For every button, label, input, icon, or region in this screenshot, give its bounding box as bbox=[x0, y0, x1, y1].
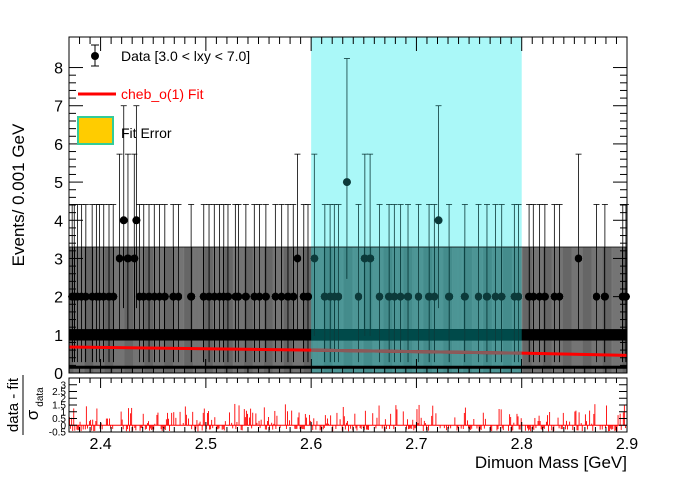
x-tick-label: 2.6 bbox=[300, 436, 322, 453]
data-point bbox=[592, 292, 601, 301]
y-tick-label: 6 bbox=[54, 137, 63, 154]
x-tick-label: 2.9 bbox=[616, 436, 638, 453]
data-point bbox=[491, 292, 500, 301]
ratio-y-tick-label: -0.5 bbox=[49, 428, 67, 439]
data-point bbox=[293, 254, 302, 263]
y-tick-label: 4 bbox=[54, 213, 63, 230]
data-point bbox=[303, 292, 312, 301]
data-point bbox=[255, 292, 264, 301]
data-point bbox=[574, 254, 583, 263]
ratio-y-tick-label: 0 bbox=[60, 421, 66, 432]
data-point bbox=[130, 254, 139, 263]
y-tick-label: 7 bbox=[54, 99, 63, 116]
data-point bbox=[174, 292, 183, 301]
data-point bbox=[81, 292, 90, 301]
data-point bbox=[404, 292, 413, 301]
ratio-y-tick-label: 1.5 bbox=[52, 401, 66, 412]
data-point bbox=[555, 292, 564, 301]
data-point bbox=[123, 254, 132, 263]
data-point bbox=[474, 292, 483, 301]
data-point bbox=[434, 216, 443, 225]
legend-label-fit: cheb_o(1) Fit bbox=[121, 86, 204, 102]
data-point bbox=[460, 292, 469, 301]
data-point bbox=[234, 292, 243, 301]
data-point bbox=[390, 292, 399, 301]
legend-box bbox=[77, 116, 114, 145]
y-tick-label: 1 bbox=[54, 328, 63, 345]
data-point bbox=[514, 292, 523, 301]
ratio-ylabel-sigma: σ bbox=[23, 409, 42, 420]
x-tick-label: 2.7 bbox=[405, 436, 427, 453]
y-tick-label: 8 bbox=[54, 61, 63, 78]
x-tick-label: 2.5 bbox=[195, 436, 217, 453]
baseline-band-region bbox=[311, 329, 522, 341]
data-point bbox=[529, 292, 538, 301]
x-axis-label: Dimuon Mass [GeV] bbox=[475, 453, 627, 472]
ratio-y-tick-label: 3 bbox=[60, 380, 66, 391]
ratio-y-tick-label: 1 bbox=[60, 407, 66, 418]
data-point bbox=[334, 292, 343, 301]
fit-line-region bbox=[311, 348, 522, 355]
data-point bbox=[396, 292, 405, 301]
legend-label-error: Fit Error bbox=[121, 125, 172, 141]
data-point bbox=[109, 292, 118, 301]
data-point bbox=[119, 216, 128, 225]
data-point bbox=[497, 292, 506, 301]
y-axis-label: Events/ 0.001 GeV bbox=[9, 123, 28, 266]
data-point bbox=[354, 292, 363, 301]
data-point bbox=[115, 254, 124, 263]
data-point bbox=[430, 292, 439, 301]
data-point bbox=[540, 292, 549, 301]
data-point bbox=[132, 216, 141, 225]
legend-marker bbox=[91, 52, 99, 60]
data-point bbox=[160, 292, 169, 301]
data-point bbox=[342, 178, 351, 187]
ratio-ylabel-subscript: data bbox=[35, 387, 46, 407]
data-point bbox=[375, 292, 384, 301]
ratio-y-tick-label: 2.5 bbox=[52, 387, 66, 398]
y-tick-label: 5 bbox=[54, 175, 63, 192]
x-tick-label: 2.4 bbox=[89, 436, 111, 453]
y-tick-label: 0 bbox=[54, 366, 63, 383]
data-point bbox=[600, 292, 609, 301]
data-point bbox=[241, 292, 250, 301]
data-point bbox=[310, 254, 319, 263]
ratio-y-tick-label: 0.5 bbox=[52, 414, 66, 425]
data-point bbox=[482, 292, 491, 301]
data-point bbox=[366, 254, 375, 263]
data-point bbox=[414, 292, 423, 301]
highlight-region bbox=[311, 37, 522, 373]
y-tick-label: 3 bbox=[54, 251, 63, 268]
data-point bbox=[261, 292, 270, 301]
data-point bbox=[289, 292, 298, 301]
legend-label-data: Data [3.0 < lxy < 7.0] bbox=[121, 48, 250, 64]
x-tick-label: 2.8 bbox=[511, 436, 533, 453]
data-point bbox=[271, 292, 280, 301]
ratio-ylabel-numerator: data - fit bbox=[5, 377, 22, 432]
data-point bbox=[223, 292, 232, 301]
data-point bbox=[277, 292, 286, 301]
data-point bbox=[445, 292, 454, 301]
ratio-y-tick-label: 2 bbox=[60, 394, 66, 405]
y-tick-label: 2 bbox=[54, 290, 63, 307]
data-point bbox=[187, 292, 196, 301]
